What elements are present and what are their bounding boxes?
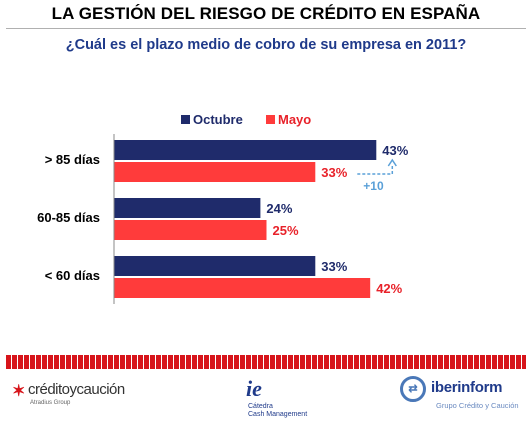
data-label: 42% (376, 281, 402, 296)
legend-swatch (181, 115, 190, 124)
logo-name: iberinform (431, 379, 503, 396)
data-label: 33% (321, 259, 347, 274)
data-label: 33% (321, 165, 347, 180)
legend-label: Mayo (278, 112, 311, 127)
bar-chart: Octubre Mayo > 85 días 43% 33% 60-85 días 24% 2… (37, 112, 409, 304)
bar (114, 162, 316, 182)
logo-subtitle: Atradius Group (30, 400, 71, 406)
data-label: 24% (266, 201, 292, 216)
category-label: > 85 días (45, 152, 100, 167)
logo-line1: Cátedra (248, 403, 273, 410)
bar (114, 198, 261, 218)
data-label: 25% (273, 223, 299, 238)
annotation-arrowhead (387, 158, 397, 167)
page-title: LA GESTIÓN DEL RIESGO DE CRÉDITO EN ESPA… (51, 4, 481, 23)
star-icon: ✶ (12, 383, 26, 400)
bar (114, 278, 371, 298)
ie-catedra-logo: ie Cátedra Cash Management (240, 376, 360, 422)
legend-swatch (266, 115, 275, 124)
footer-stripe (6, 355, 526, 369)
arrows-circle-icon: ⇄ (400, 376, 426, 402)
category-label: 60-85 días (37, 210, 100, 225)
annotation-arrow (357, 164, 394, 175)
logo-name: créditoycaución (28, 381, 125, 398)
credito-y-caucion-logo: ✶ créditoycaución Atradius Group (8, 381, 158, 411)
data-label: 43% (382, 143, 408, 158)
category-label: < 60 días (45, 268, 100, 283)
bar (114, 220, 267, 240)
annotation-label: +10 (363, 179, 384, 193)
ie-mark: ie (246, 376, 262, 401)
legend-label: Octubre (193, 112, 243, 127)
logo-subtitle: Grupo Crédito y Caución (436, 401, 519, 410)
title-divider (6, 28, 526, 29)
chart-title: ¿Cuál es el plazo medio de cobro de su e… (65, 37, 467, 53)
iberinform-logo: ⇄ iberinform Grupo Crédito y Caución (398, 376, 528, 416)
bar (114, 256, 316, 276)
logo-line2: Cash Management (248, 411, 308, 418)
bar (114, 140, 377, 160)
